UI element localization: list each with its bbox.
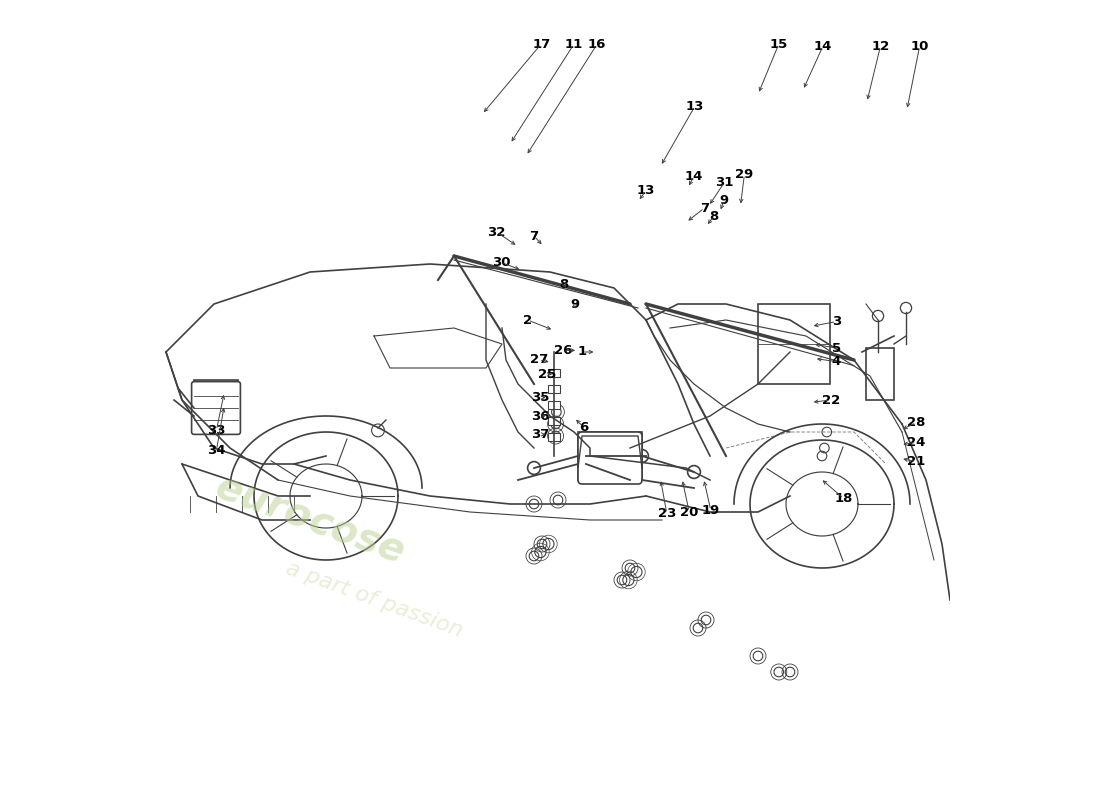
Text: 8: 8	[710, 210, 718, 222]
Bar	[194, 400, 238, 432]
Text: 7: 7	[700, 202, 710, 214]
Bar	[549, 417, 560, 425]
Bar	[549, 385, 560, 393]
Text: 9: 9	[719, 194, 729, 206]
Text: 16: 16	[588, 38, 606, 50]
Text: a part of passion: a part of passion	[283, 558, 465, 642]
Text: 18: 18	[835, 492, 852, 505]
Text: 24: 24	[908, 436, 925, 449]
Text: 23: 23	[658, 507, 676, 520]
Text: 28: 28	[908, 416, 925, 429]
Text: 17: 17	[532, 38, 550, 50]
Text: 25: 25	[539, 368, 557, 381]
Text: 19: 19	[702, 504, 719, 517]
Text: 9: 9	[570, 298, 580, 310]
Text: 14: 14	[814, 40, 832, 53]
Text: 30: 30	[492, 256, 510, 269]
Text: 29: 29	[735, 168, 754, 181]
Text: 13: 13	[685, 100, 704, 113]
Bar	[549, 369, 560, 377]
Text: 32: 32	[487, 226, 506, 238]
Text: 3: 3	[832, 315, 842, 328]
Text: 10: 10	[911, 40, 928, 53]
Text: 35: 35	[531, 391, 550, 404]
Bar	[549, 401, 560, 409]
Bar	[194, 380, 238, 404]
Text: 12: 12	[871, 40, 890, 53]
Text: 36: 36	[531, 410, 550, 422]
Text: 33: 33	[207, 424, 226, 437]
Text: 27: 27	[530, 354, 548, 366]
Text: 26: 26	[553, 344, 572, 357]
Text: 22: 22	[822, 394, 840, 406]
FancyBboxPatch shape	[578, 432, 642, 484]
Text: 4: 4	[832, 355, 842, 368]
Text: 37: 37	[531, 428, 550, 441]
Text: 34: 34	[207, 444, 226, 457]
Text: 11: 11	[565, 38, 583, 50]
Bar	[549, 433, 560, 441]
Text: 15: 15	[770, 38, 788, 50]
Text: 7: 7	[529, 230, 539, 242]
Text: 21: 21	[908, 455, 925, 468]
Bar	[866, 348, 894, 400]
Text: 31: 31	[715, 176, 734, 189]
Text: 1: 1	[578, 346, 586, 358]
Text: eurocose: eurocose	[210, 468, 410, 572]
Bar	[578, 432, 642, 480]
FancyBboxPatch shape	[191, 382, 241, 434]
Text: 2: 2	[522, 314, 532, 326]
Text: 14: 14	[685, 170, 703, 182]
Text: 20: 20	[680, 506, 698, 518]
Text: 13: 13	[637, 184, 656, 197]
Text: 6: 6	[579, 421, 588, 434]
Bar	[758, 304, 830, 384]
Text: 8: 8	[559, 278, 569, 290]
Text: 5: 5	[832, 342, 842, 354]
